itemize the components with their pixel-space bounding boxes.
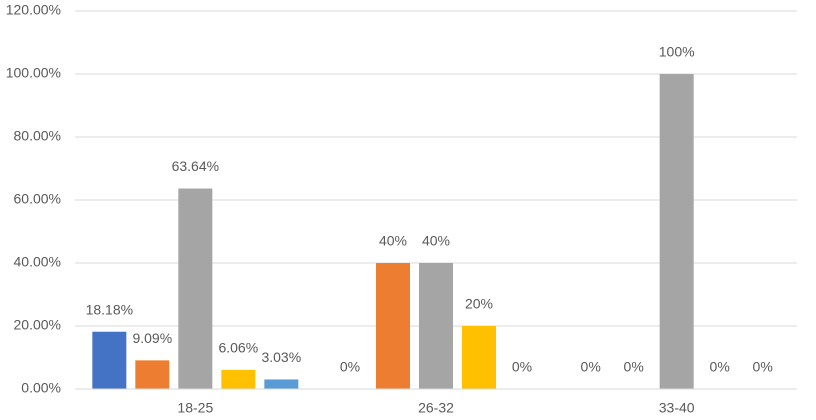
y-tick-label: 0.00% — [21, 380, 61, 396]
y-tick-label: 120.00% — [6, 2, 61, 18]
value-label: 0% — [340, 359, 360, 375]
value-label: 6.06% — [218, 340, 258, 356]
value-label: 40% — [422, 233, 450, 249]
y-tick-label: 20.00% — [14, 317, 61, 333]
bar — [92, 331, 127, 389]
value-label: 40% — [379, 233, 407, 249]
value-label: 63.64% — [172, 158, 219, 174]
bar — [178, 188, 213, 389]
value-label: 0% — [624, 359, 644, 375]
value-label: 9.09% — [132, 330, 172, 346]
value-label: 18.18% — [86, 301, 133, 317]
value-label: 0% — [710, 359, 730, 375]
x-tick-label: 26-32 — [418, 400, 454, 416]
value-label: 0% — [581, 359, 601, 375]
bar — [376, 263, 410, 389]
value-label: 3.03% — [261, 349, 301, 365]
bar — [135, 360, 170, 389]
y-tick-label: 80.00% — [14, 128, 61, 144]
bar — [419, 263, 453, 389]
y-tick-label: 40.00% — [14, 254, 61, 270]
value-label: 0% — [753, 359, 773, 375]
y-tick-label: 60.00% — [14, 191, 61, 207]
bar — [659, 74, 694, 389]
bar — [264, 379, 299, 389]
x-tick-label: 33-40 — [659, 400, 695, 416]
y-tick-label: 100.00% — [6, 65, 61, 81]
bar — [462, 326, 496, 389]
bar — [221, 369, 256, 389]
value-label: 20% — [465, 296, 493, 312]
x-tick-label: 18-25 — [177, 400, 213, 416]
value-label: 0% — [512, 359, 532, 375]
value-label: 100% — [659, 44, 695, 60]
